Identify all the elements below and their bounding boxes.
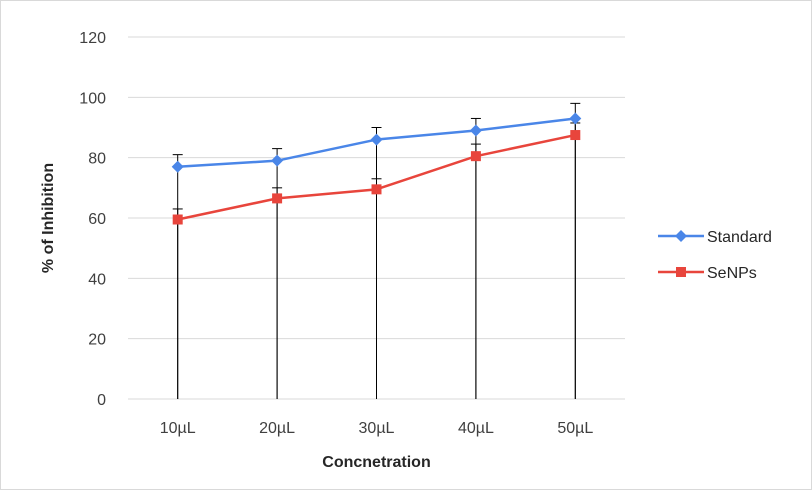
legend: Standard SeNPs [658,229,772,282]
x-tick-label: 30µL [359,420,395,437]
legend-label: Standard [707,229,772,246]
x-tick-label: 40µL [458,420,494,437]
data-point-senps [272,193,283,204]
error-bar [371,178,382,399]
y-axis-title: % of Inhibition [40,163,57,273]
data-point-standard [171,160,184,173]
legend-item: Standard [658,229,772,246]
x-axis-title: Concnetration [322,454,430,471]
error-bars [172,102,581,399]
y-tick-label: 80 [88,151,106,168]
x-tick-label: 50µL [557,420,593,437]
y-tick-label: 40 [88,271,106,288]
error-bar [570,122,581,399]
data-point-senps [470,151,481,162]
data-point-standard [271,154,284,167]
y-tick-label: 20 [88,332,106,349]
data-point-senps [172,214,183,225]
x-tick-labels: 10µL 20µL 30µL 40µL 50µL [160,420,594,437]
data-point-senps [570,130,581,141]
error-bar [172,208,183,399]
y-tick-label: 60 [88,211,106,228]
y-tick-label: 100 [79,90,106,107]
legend-label: SeNPs [707,265,757,282]
y-tick-label: 120 [79,30,106,47]
x-tick-label: 20µL [259,420,295,437]
y-tick-label: 0 [97,392,106,409]
data-series [171,112,582,225]
error-bar [470,143,481,399]
legend-marker [676,267,686,277]
error-bar [272,187,283,399]
legend-marker [675,230,687,242]
data-point-standard [370,133,383,146]
y-tick-labels: 0 20 40 60 80 100 120 [79,30,106,409]
data-point-senps [371,184,382,195]
data-point-standard [569,112,582,125]
x-tick-label: 10µL [160,420,196,437]
legend-item: SeNPs [658,265,757,282]
data-point-standard [469,124,482,137]
